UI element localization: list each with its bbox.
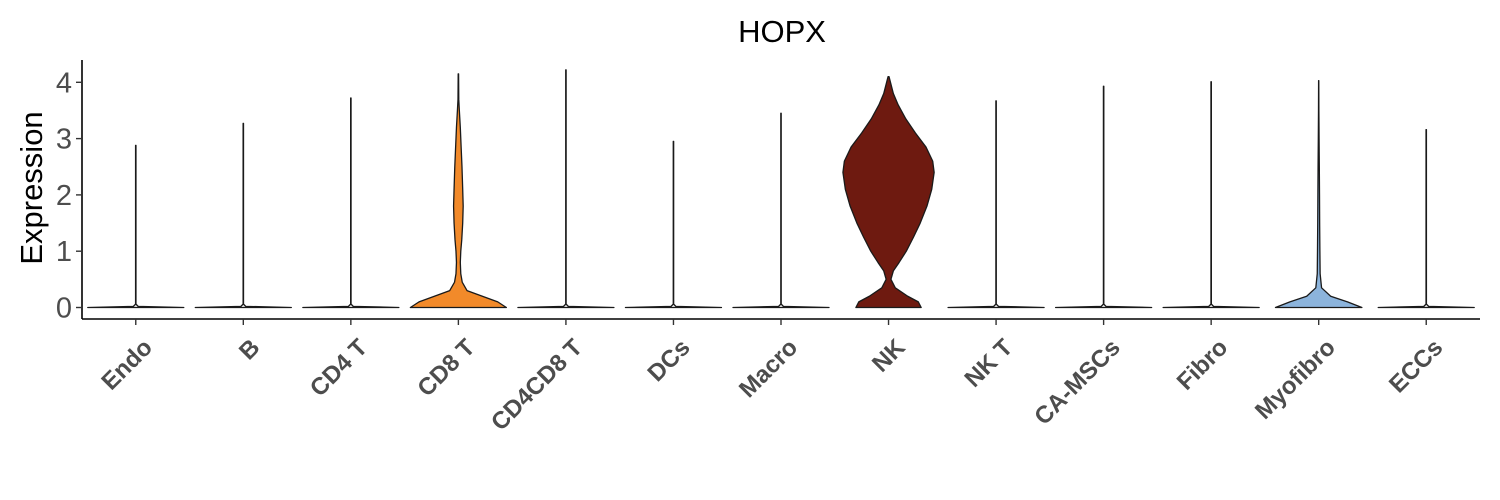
x-tick-label: ECCs <box>1384 334 1448 398</box>
x-tick-label: DCs <box>643 334 696 387</box>
violin-ca-mscs <box>1054 85 1153 309</box>
violin-cd4-t <box>302 97 400 309</box>
x-tick-label: NK <box>867 334 911 378</box>
x-tick-label: NK T <box>960 334 1019 393</box>
y-tick-label: 2 <box>56 180 72 212</box>
x-tick-label: CD8 T <box>412 334 480 402</box>
violin-cd4cd8-t <box>517 69 615 309</box>
violin-nk <box>842 76 935 309</box>
chart-title: HOPX <box>738 14 826 49</box>
x-tick-label: Fibro <box>1172 334 1234 396</box>
violin-myofibro <box>1274 79 1363 309</box>
violin-dcs <box>624 140 723 309</box>
x-tick-label: Myofibro <box>1250 334 1341 425</box>
violin-endo <box>87 144 185 309</box>
violin-eccs <box>1377 128 1475 309</box>
x-tick-label: CD4 T <box>305 334 373 402</box>
y-tick-label: 3 <box>56 124 72 156</box>
x-tick-label: CD4CD8 T <box>486 334 588 436</box>
y-tick-label: 1 <box>56 236 72 268</box>
violin-b <box>194 122 292 309</box>
y-tick-label: 0 <box>56 293 72 325</box>
violin-nk-t <box>947 100 1045 309</box>
y-axis-label: Expression <box>14 111 49 264</box>
x-tick-label: Macro <box>734 334 803 403</box>
y-axis: 0 1 2 3 4 <box>56 60 83 325</box>
y-tick-label: 4 <box>56 67 72 99</box>
x-tick-label: B <box>234 334 265 365</box>
x-tick-label: Endo <box>96 334 158 396</box>
violin-fibro <box>1162 81 1260 309</box>
violin-cd8-t <box>409 73 508 309</box>
x-tick-label: CA-MSCs <box>1029 334 1125 430</box>
violin-macro <box>732 112 830 309</box>
violins-layer <box>87 69 1475 309</box>
x-axis: Endo B CD4 T CD8 T CD4CD8 T DCs Macro NK NK T CA-… <box>82 318 1480 436</box>
